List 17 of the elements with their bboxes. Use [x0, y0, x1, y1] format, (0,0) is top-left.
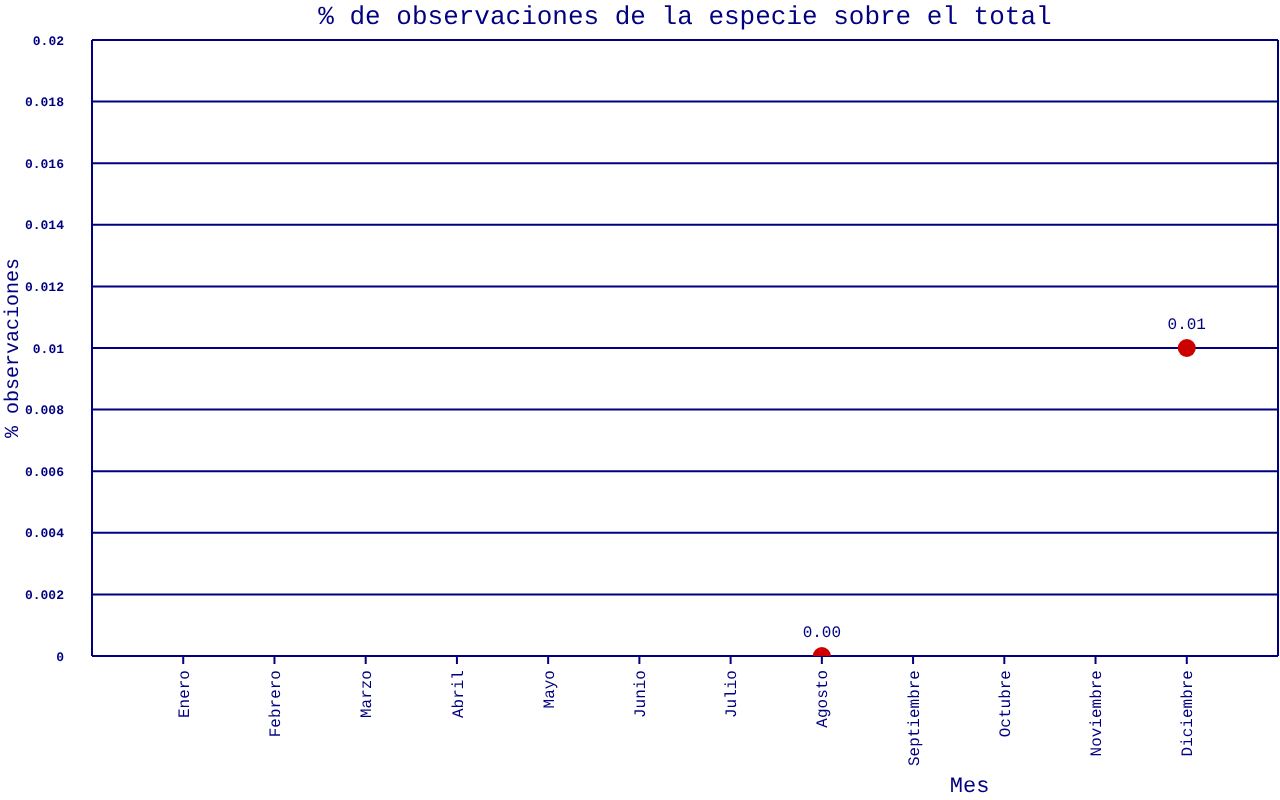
x-tick-label: Enero	[176, 669, 195, 719]
data-label: 0.01	[1167, 316, 1207, 335]
data-label: 0.00	[802, 624, 842, 643]
x-tick-label: Marzo	[359, 669, 378, 719]
x-tick-label: Julio	[724, 669, 743, 719]
x-tick-label: Noviembre	[1089, 669, 1108, 757]
x-axis-title: Mes	[949, 776, 990, 800]
chart-title: % de observaciones de la especie sobre el total	[316, 0, 1054, 36]
x-tick-label: Mayo	[541, 669, 560, 709]
x-tick-label: Junio	[632, 669, 651, 719]
x-tick-label: Febrero	[268, 669, 287, 738]
x-tick-label: Abril	[450, 669, 469, 719]
x-tick-label: Octubre	[997, 669, 1016, 738]
x-tick-label: Diciembre	[1180, 669, 1199, 757]
x-tick-label: Septiembre	[906, 669, 925, 767]
x-tick-label: Agosto	[815, 669, 834, 728]
y-axis-title: % observaciones	[2, 257, 26, 439]
